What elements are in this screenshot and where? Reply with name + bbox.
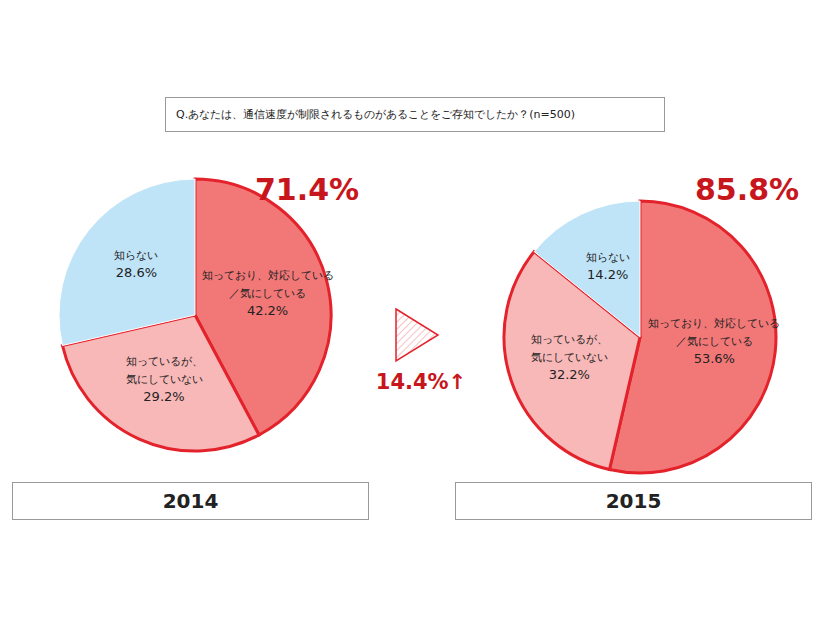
svg-text:知っており、対応している／気にしている53.6%: 知っており、対応している／気にしている53.6% <box>648 317 780 366</box>
html-text:71.4%: 71.4% <box>255 172 360 207</box>
svg-text:知らない14.2%: 知らない14.2% <box>586 251 630 282</box>
svg-text:知っているが、気にしていない29.2%: 知っているが、気にしていない29.2% <box>126 355 203 404</box>
html-text:14.4%↑: 14.4%↑ <box>375 370 467 394</box>
html-text:Q.あなたは、通信速度が制限されるものがあることをご存知でし: Q.あなたは、通信速度が制限されるものがあることをご存知でしたか？(n=500) <box>176 108 575 121</box>
html-text:2014: 2014 <box>162 489 219 513</box>
html-text:2015: 2015 <box>605 489 662 513</box>
svg-text:知らない28.6%: 知らない28.6% <box>114 249 158 280</box>
svg-text:知っており、対応している／気にしている42.2%: 知っており、対応している／気にしている42.2% <box>202 269 334 318</box>
html-text:85.8%: 85.8% <box>695 172 800 207</box>
svg-text:知っているが、気にしていない32.2%: 知っているが、気にしていない32.2% <box>531 333 608 382</box>
